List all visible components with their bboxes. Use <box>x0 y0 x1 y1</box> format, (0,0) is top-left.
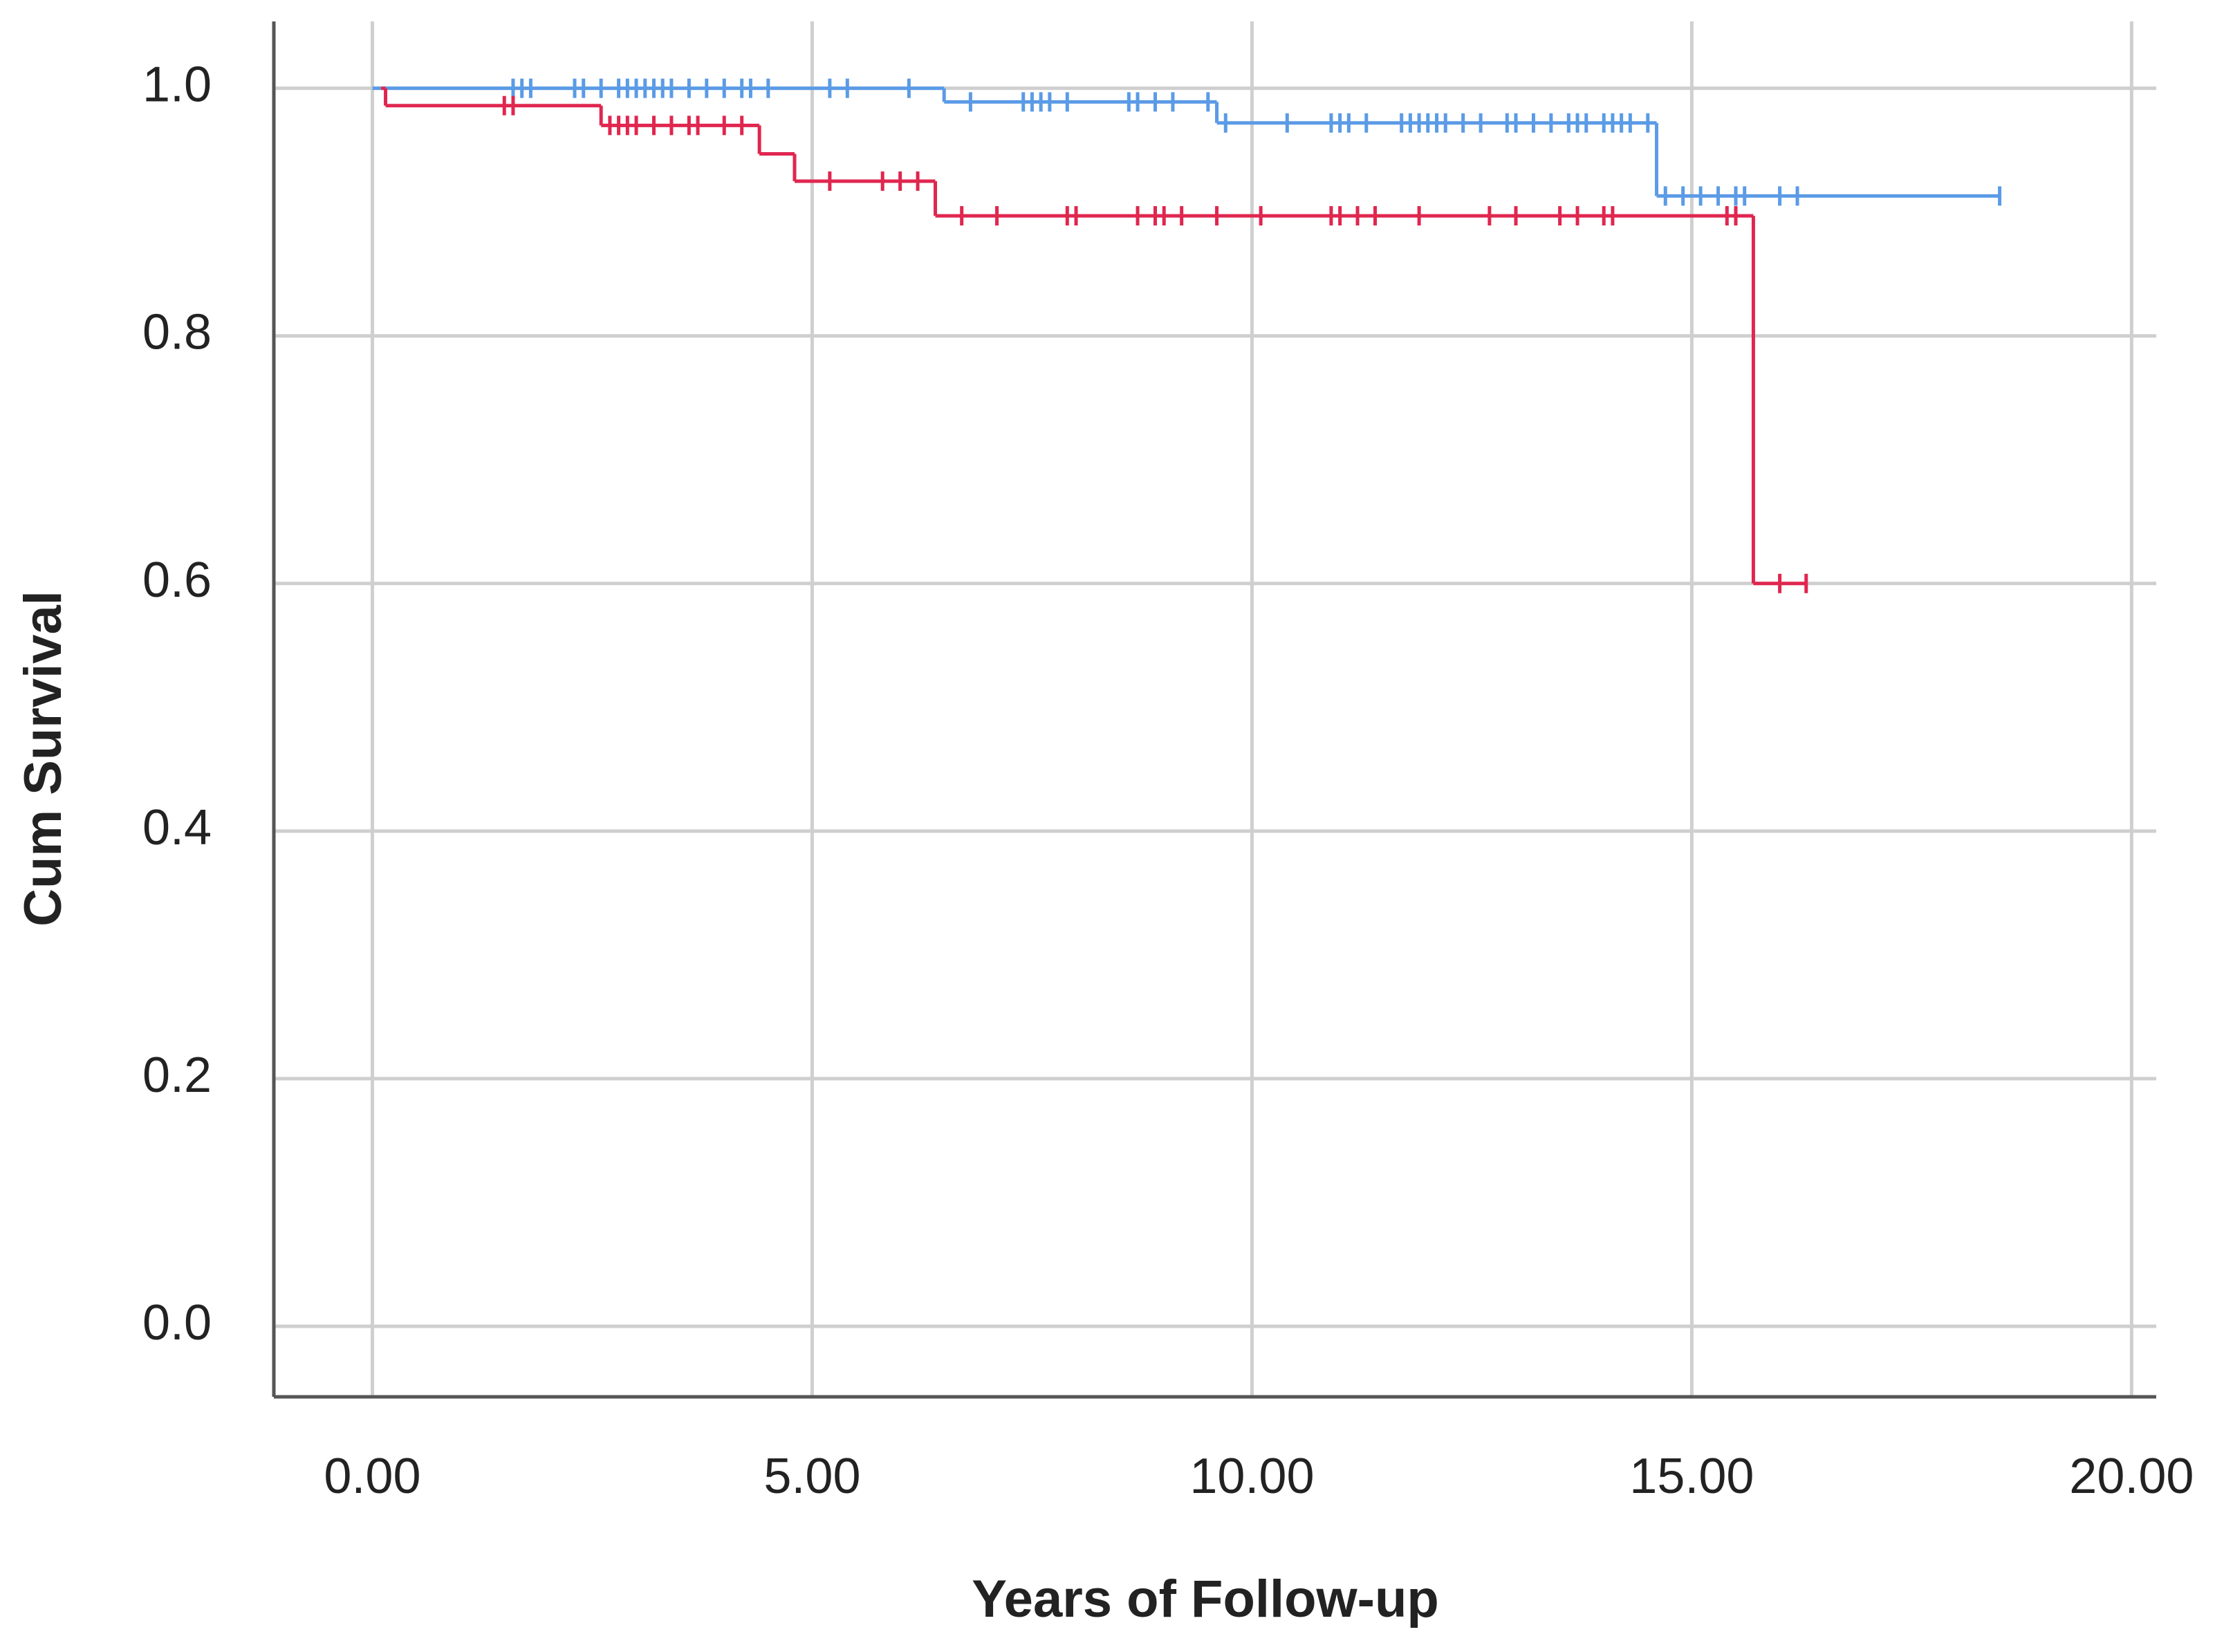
x-axis-label: Years of Follow-up <box>972 1570 1439 1628</box>
y-tick-label: 0.0 <box>142 1295 212 1351</box>
x-tick-label: 5.00 <box>763 1449 860 1504</box>
y-tick-label: 0.2 <box>142 1048 212 1103</box>
y-tick-label: 0.4 <box>142 800 212 855</box>
x-tick-label: 10.00 <box>1189 1449 1314 1504</box>
x-tick-label: 0.00 <box>324 1449 420 1504</box>
y-tick-label: 0.8 <box>142 305 212 360</box>
y-tick-label: 0.6 <box>142 553 212 608</box>
y-axis-label: Cum Survival <box>14 591 73 927</box>
y-tick-label: 1.0 <box>142 57 212 113</box>
x-tick-label: 15.00 <box>1629 1449 1754 1504</box>
x-tick-label: 20.00 <box>2069 1449 2194 1504</box>
